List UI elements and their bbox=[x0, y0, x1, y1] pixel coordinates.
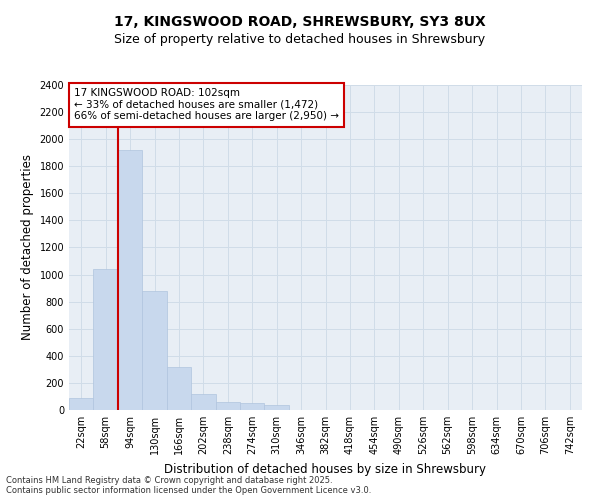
Bar bbox=[94, 269, 118, 410]
Bar bbox=[191, 394, 215, 410]
Text: Contains HM Land Registry data © Crown copyright and database right 2025.
Contai: Contains HM Land Registry data © Crown c… bbox=[6, 476, 371, 495]
Text: Size of property relative to detached houses in Shrewsbury: Size of property relative to detached ho… bbox=[115, 32, 485, 46]
Bar bbox=[215, 402, 240, 410]
Bar bbox=[118, 150, 142, 410]
X-axis label: Distribution of detached houses by size in Shrewsbury: Distribution of detached houses by size … bbox=[164, 462, 487, 475]
Text: 17, KINGSWOOD ROAD, SHREWSBURY, SY3 8UX: 17, KINGSWOOD ROAD, SHREWSBURY, SY3 8UX bbox=[114, 15, 486, 29]
Text: 17 KINGSWOOD ROAD: 102sqm
← 33% of detached houses are smaller (1,472)
66% of se: 17 KINGSWOOD ROAD: 102sqm ← 33% of detac… bbox=[74, 88, 339, 122]
Bar bbox=[69, 398, 94, 410]
Bar bbox=[167, 366, 191, 410]
Y-axis label: Number of detached properties: Number of detached properties bbox=[21, 154, 34, 340]
Bar bbox=[265, 406, 289, 410]
Bar bbox=[240, 403, 265, 410]
Bar bbox=[142, 291, 167, 410]
